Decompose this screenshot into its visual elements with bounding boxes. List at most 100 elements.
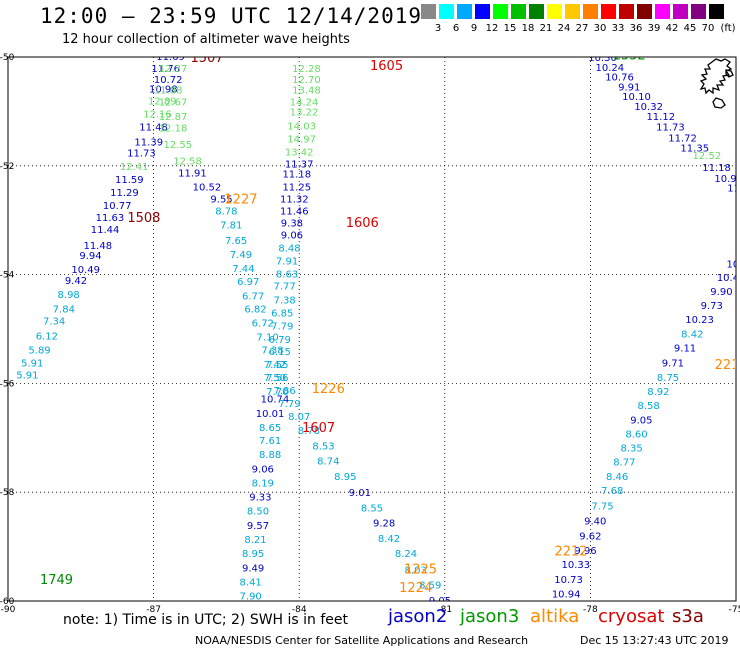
wave-height-value: 11.25 <box>282 182 311 193</box>
wave-height-value: 8.41 <box>240 577 262 588</box>
wave-height-value: 9.62 <box>579 532 601 543</box>
wave-height-value: 10.76 <box>605 73 634 84</box>
wave-height-value: 11.72 <box>668 134 697 145</box>
wave-height-value: 12.87 <box>159 112 188 123</box>
wave-height-value: 8.95 <box>334 472 356 483</box>
scale-label: 12 <box>485 23 499 34</box>
wave-height-value: 9.49 <box>242 563 264 574</box>
wave-height-value: 9.42 <box>65 276 87 287</box>
scale-swatch <box>529 4 544 19</box>
wave-height-value: 9.40 <box>584 516 606 527</box>
wave-height-value: 8.63 <box>276 270 298 281</box>
wave-height-value: 8.50 <box>247 507 269 518</box>
scale-label: 18 <box>521 23 535 34</box>
wave-height-value: 7.75 <box>591 501 613 512</box>
wave-height-value: 9.11 <box>674 343 696 354</box>
wave-height-value: 11.18 <box>702 163 731 174</box>
wave-height-value: 11.32 <box>280 194 309 205</box>
scale-label: 70 <box>701 23 715 34</box>
wave-height-value: 7.10 <box>257 333 279 344</box>
wave-height-value: 12.70 <box>292 75 321 86</box>
scale-label: 36 <box>629 23 643 34</box>
wave-height-value: 11.12 <box>646 112 675 123</box>
wave-height-value: 11.46 <box>280 206 309 217</box>
legend-jason3: jason3 <box>460 606 520 627</box>
scale-label: 21 <box>539 23 553 34</box>
wave-height-value: 9.05 <box>630 415 652 426</box>
track-id-label: 1749 <box>40 573 73 588</box>
wave-height-value: 12.16 <box>143 110 172 121</box>
legend-altika: altika <box>530 606 580 627</box>
wave-height-value: 12.55 <box>164 140 193 151</box>
wave-height-value: 9.33 <box>249 493 271 504</box>
wave-height-value: 8.55 <box>361 503 383 514</box>
wave-height-value: 6.97 <box>237 277 259 288</box>
wave-height-value: 9.06 <box>252 464 274 475</box>
chart-subtitle: 12 hour collection of altimeter wave hei… <box>62 32 350 47</box>
wave-height-value: 8.98 <box>58 290 80 301</box>
wave-height-value: 7.38 <box>274 296 296 307</box>
scale-label: 15 <box>503 23 517 34</box>
wave-height-value: 10.99 <box>714 174 740 185</box>
wave-height-value: 11.88 <box>154 86 183 97</box>
wave-height-value: 11.18 <box>282 169 311 180</box>
scale-swatch <box>655 4 670 19</box>
wave-height-value: 12.89 <box>148 97 177 108</box>
wave-height-value: 11.29 <box>110 188 139 199</box>
track-id-label: 1507 <box>190 51 223 66</box>
wave-height-value: 9.57 <box>247 521 269 532</box>
wave-height-value: 11.91 <box>178 168 207 179</box>
scale-swatch <box>457 4 472 19</box>
wave-height-value: 7.79 <box>271 322 293 333</box>
wave-height-value: 8.42 <box>378 534 400 545</box>
wave-height-value: 8.78 <box>215 206 237 217</box>
wave-height-value: 8.92 <box>647 387 669 398</box>
scale-label: 30 <box>593 23 607 34</box>
scale-label: 39 <box>647 23 661 34</box>
wave-height-value: 11.59 <box>115 175 144 186</box>
scale-swatch <box>421 4 436 19</box>
scale-swatch <box>673 4 688 19</box>
wave-height-value: 8.78 <box>298 426 320 437</box>
wave-height-value: 10.76 <box>727 260 740 271</box>
note-text: note: 1) Time is in UTC; 2) SWH is in fe… <box>63 612 349 628</box>
wave-height-value: 8.53 <box>312 441 334 452</box>
wave-height-value: 9.38 <box>281 218 303 229</box>
wave-height-value: 5.89 <box>28 346 50 357</box>
wave-height-value: 13.42 <box>285 148 314 159</box>
scale-label: 24 <box>557 23 571 34</box>
wave-height-value: 7.79 <box>278 399 300 410</box>
wave-height-value: 7.42 <box>264 360 286 371</box>
wave-height-value: 11.76 <box>151 64 180 75</box>
wave-height-value: 9.05 <box>429 596 451 607</box>
track-id-label: 1226 <box>312 382 345 397</box>
wave-height-value: 10.24 <box>595 63 624 74</box>
wave-height-value: 12.67 <box>159 98 188 109</box>
wave-height-value: 8.74 <box>317 457 339 468</box>
wave-height-value: 12.37 <box>159 64 188 75</box>
scale-swatch <box>493 4 508 19</box>
scale-label: 33 <box>611 23 625 34</box>
wave-height-value: 8.75 <box>657 373 679 384</box>
x-tick-label: -81 <box>437 605 452 615</box>
y-tick-label: -50 <box>0 53 15 63</box>
wave-height-value: 14.24 <box>290 98 319 109</box>
wave-height-value: 7.68 <box>601 486 623 497</box>
wave-height-value: 8.03 <box>405 565 427 576</box>
wave-height-value: 8.24 <box>395 549 417 560</box>
scale-swatch <box>601 4 616 19</box>
wave-height-value: 7.70 <box>266 387 288 398</box>
track-id-label: 1224 <box>399 581 432 596</box>
track-id-label: 1225 <box>404 562 437 577</box>
wave-height-value: 10.10 <box>622 92 651 103</box>
wave-height-value: 6.15 <box>269 347 291 358</box>
wave-height-value: 7.38 <box>261 346 283 357</box>
wave-height-value: 9.90 <box>710 287 732 298</box>
wave-height-value: 10.44 <box>717 273 740 284</box>
wave-height-value: 5.91 <box>16 371 38 382</box>
scale-swatch <box>565 4 580 19</box>
y-tick-label: -60 <box>0 597 15 607</box>
wave-height-value: 8.48 <box>278 243 300 254</box>
track-id-label: 2212 <box>554 544 587 559</box>
wave-height-value: 11.35 <box>680 143 709 154</box>
